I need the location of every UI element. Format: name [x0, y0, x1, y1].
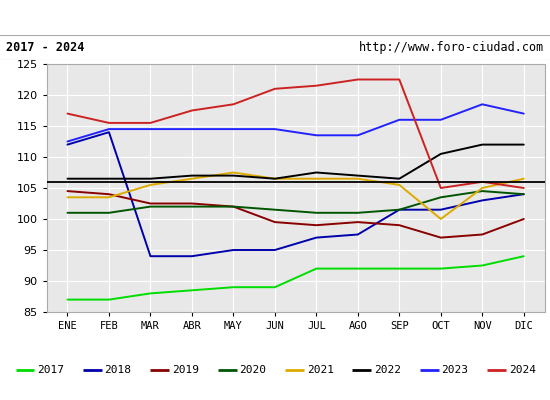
Text: Evolucion num de emigrantes en Sotillo de la Adrada: Evolucion num de emigrantes en Sotillo d…: [56, 10, 494, 25]
Text: http://www.foro-ciudad.com: http://www.foro-ciudad.com: [359, 41, 544, 54]
Text: 2017 - 2024: 2017 - 2024: [6, 41, 84, 54]
Text: 2021: 2021: [307, 365, 334, 375]
Text: 2018: 2018: [104, 365, 131, 375]
Text: 2019: 2019: [172, 365, 199, 375]
Text: 2023: 2023: [442, 365, 469, 375]
Text: 2017: 2017: [37, 365, 64, 375]
Text: 2020: 2020: [239, 365, 266, 375]
Text: 2024: 2024: [509, 365, 536, 375]
Text: 2022: 2022: [374, 365, 401, 375]
